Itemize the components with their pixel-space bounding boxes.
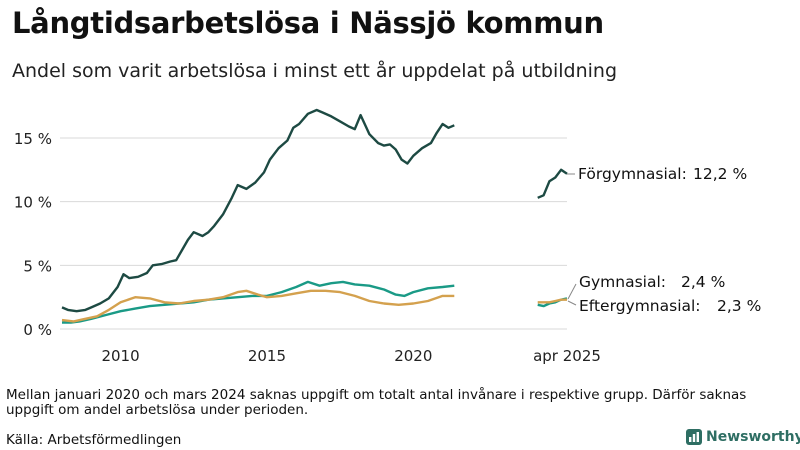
- source-text: Källa: Arbetsförmedlingen: [6, 432, 181, 448]
- y-tick-label: 15 %: [14, 130, 52, 148]
- brand-name: Newsworthy: [706, 429, 800, 445]
- y-tick-label: 10 %: [14, 194, 52, 212]
- series-labels: Förgymnasial: 12,2 % Gymnasial: 2,4 % Efterg…: [567, 165, 761, 315]
- y-axis: 0 % 5 % 10 % 15 %: [14, 130, 52, 339]
- y-tick-label: 0 %: [23, 321, 52, 339]
- series-line-forgymnasial-1: [62, 110, 454, 311]
- series-label-gymnasial: Gymnasial:: [579, 273, 666, 291]
- label-leader-gymnasial: [568, 284, 576, 299]
- newsworthy-logo: Newsworthy: [686, 429, 800, 445]
- series-value-eftergymnasial: 2,3 %: [717, 297, 761, 315]
- x-tick-label: apr 2025: [533, 347, 601, 365]
- series-label-forgymnasial: Förgymnasial:: [578, 165, 687, 183]
- footnote: Mellan januari 2020 och mars 2024 saknas…: [6, 388, 796, 418]
- series-label-eftergymnasial: Eftergymnasial:: [579, 297, 701, 315]
- x-tick-label: 2020: [394, 347, 432, 365]
- series-line-forgymnasial-2: [538, 170, 567, 198]
- x-tick-label: 2015: [248, 347, 286, 365]
- series-line-eftergymnasial-2: [538, 300, 567, 303]
- x-tick-label: 2010: [101, 347, 139, 365]
- x-axis: 2010 2015 2020 apr 2025: [101, 347, 600, 365]
- series-value-gymnasial: 2,4 %: [681, 273, 725, 291]
- series-value-forgymnasial: 12,2 %: [693, 165, 747, 183]
- line-chart: 0 % 5 % 10 % 15 % 2010 2015 2020 apr 2025 Förg…: [0, 0, 800, 385]
- series-lines: [62, 110, 567, 323]
- y-tick-label: 5 %: [23, 257, 52, 275]
- grid-lines: [60, 138, 567, 329]
- newsworthy-logo-icon: [686, 429, 702, 445]
- label-leader-eftergymnasial: [568, 301, 576, 305]
